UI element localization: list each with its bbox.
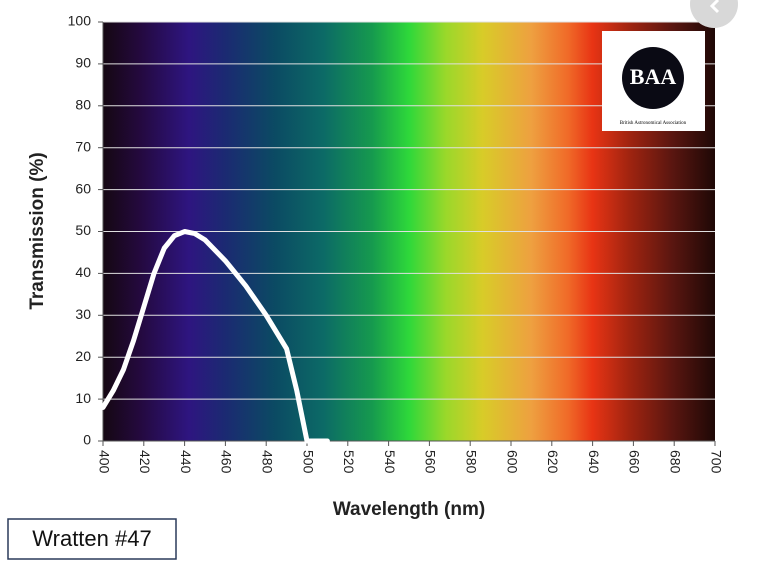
browser-button-icon — [709, 0, 720, 14]
x-tick-label: 480 — [259, 450, 275, 474]
y-tick-label: 40 — [75, 264, 91, 280]
x-tick-label: 520 — [341, 450, 357, 474]
y-tick-label: 80 — [75, 97, 91, 113]
x-tick-label: 440 — [178, 450, 194, 474]
x-tick-label: 660 — [627, 450, 643, 474]
y-tick-label: 20 — [75, 348, 91, 364]
x-tick-label: 680 — [667, 450, 683, 474]
y-tick-label: 0 — [83, 432, 91, 448]
logo-text: BAA — [630, 64, 677, 89]
x-tick-label: 600 — [504, 450, 520, 474]
x-tick-label: 460 — [219, 450, 235, 474]
x-tick-label: 580 — [463, 450, 479, 474]
x-tick-label: 700 — [708, 450, 724, 474]
x-tick-label: 560 — [423, 450, 439, 474]
x-tick-label: 500 — [300, 450, 316, 474]
x-tick-label: 400 — [96, 450, 112, 474]
series-line — [100, 229, 330, 444]
y-tick-label: 70 — [75, 138, 91, 154]
y-tick-label: 100 — [68, 13, 92, 29]
y-tick-label: 10 — [75, 390, 91, 406]
y-tick-label: 90 — [75, 55, 91, 71]
browser-button[interactable] — [690, 0, 738, 28]
x-tick-label: 420 — [137, 450, 153, 474]
x-tick-label: 620 — [545, 450, 561, 474]
annotation-box — [7, 518, 177, 560]
logo-caption: British Astronomical Association — [620, 121, 687, 126]
y-axis-title: Transmission (%) — [27, 152, 48, 309]
x-axis-title: Wavelength (nm) — [333, 499, 485, 520]
x-tick-label: 640 — [586, 450, 602, 474]
x-tick-label: 540 — [382, 450, 398, 474]
y-tick-label: 60 — [75, 180, 91, 196]
y-tick-label: 50 — [75, 222, 91, 238]
logo-disc — [622, 47, 684, 109]
y-tick-label: 30 — [75, 306, 91, 322]
annotation: Wratten #47 — [32, 526, 151, 551]
